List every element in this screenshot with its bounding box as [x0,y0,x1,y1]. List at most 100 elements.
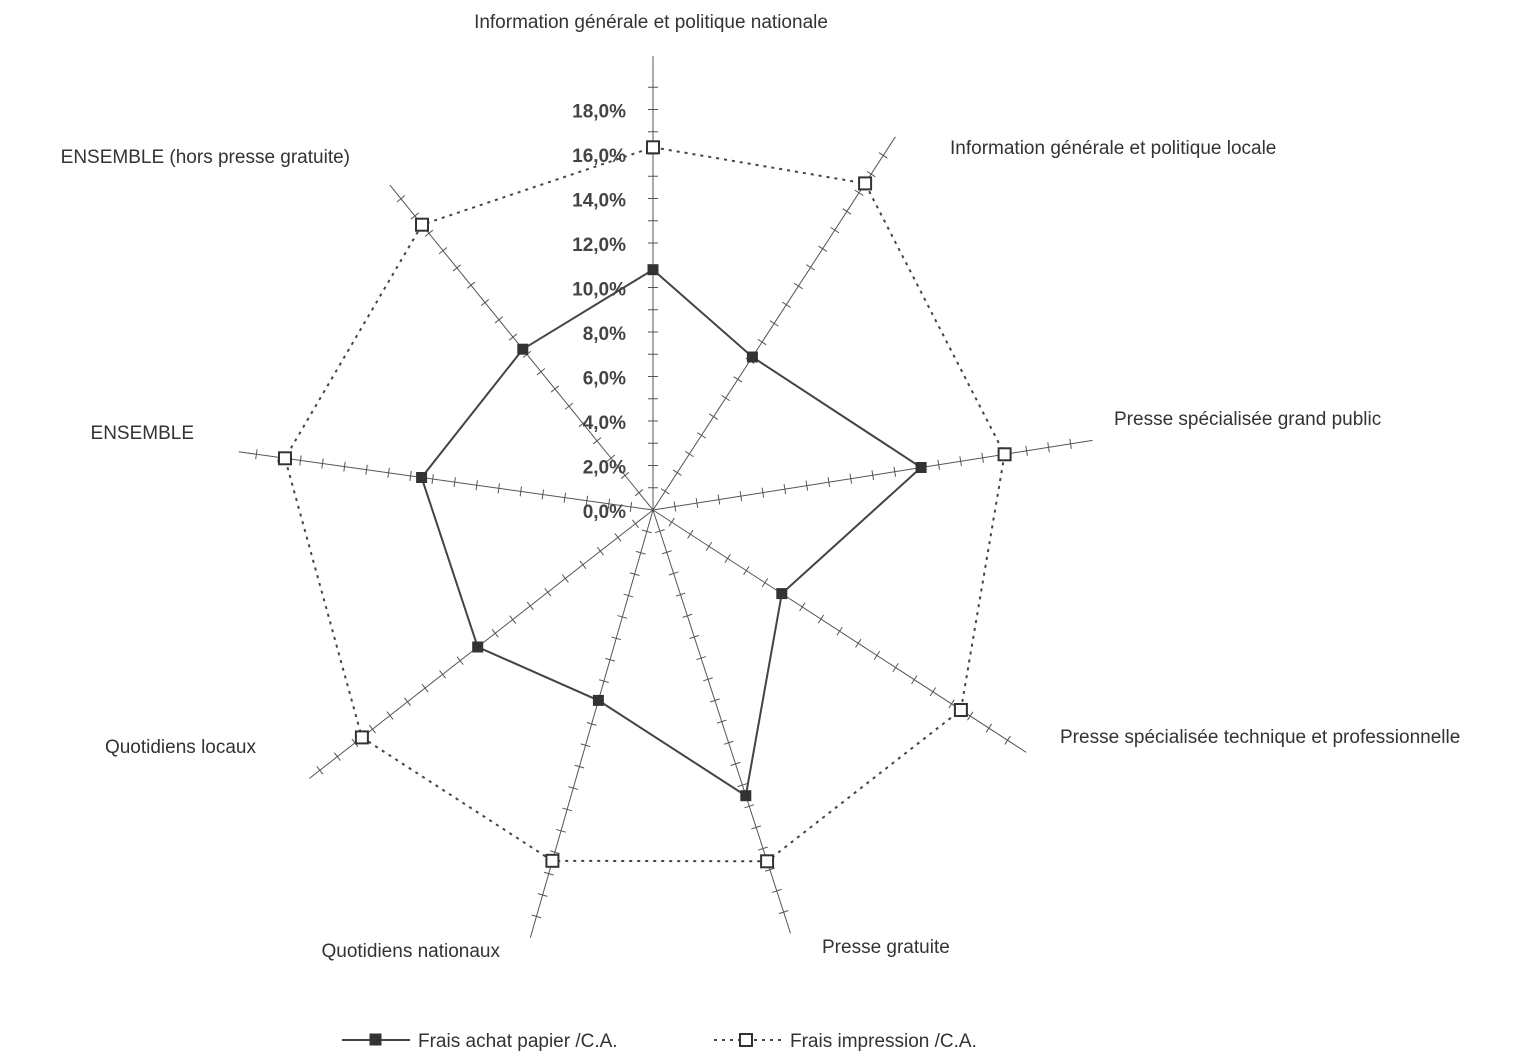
axis-tick [537,893,548,897]
axis-label-7: ENSEMBLE [91,423,194,444]
axis-tick [697,432,706,439]
axis-tick [634,489,644,497]
axis-tick [778,910,789,915]
axis-tick [607,498,611,509]
axis-tick [1047,442,1050,453]
tick-label: 12,0% [572,235,626,256]
axis-tick [623,593,634,598]
axis-tick [866,170,876,178]
axis-tick [255,449,258,460]
data-point-s1-1 [858,176,873,191]
axis-tick [586,722,597,726]
axis-tick [564,402,574,410]
axis-tick [806,264,816,271]
axis-tick [544,587,552,597]
axis-tick [817,614,825,624]
axis-tick [343,461,346,472]
tick-label: 14,0% [572,191,626,212]
tick-label: 8,0% [583,324,626,345]
axis-tick [563,492,567,503]
axis-tick [783,484,787,495]
axis-tick [629,501,633,512]
data-point-s1-3 [953,703,968,717]
axis-tick [689,634,700,639]
series-line-0 [420,268,923,798]
axis-tick [562,807,573,812]
tick-label: 6,0% [583,369,626,390]
axis-tick [682,613,693,618]
tick-label: 0,0% [583,502,626,523]
axis-tick [937,459,940,470]
axis-tick [873,650,881,660]
axis-tick [764,867,775,872]
axis-tick [985,723,993,733]
axis-label-6: Quotidiens locaux [105,737,257,758]
axis-tick [871,470,875,481]
axis-tick [1004,735,1011,745]
axis-label-1: Information générale et politique locale [950,138,1276,159]
axis-tick [761,578,769,588]
axis-labels-layer: Information générale et politique nation… [61,12,1461,962]
axis-tick [672,469,682,476]
axis-tick [849,473,853,484]
axis-tick [596,546,604,556]
axis-tick [757,338,767,346]
axis-tick [365,464,368,475]
axis-tick [827,477,831,488]
axis-tick [549,850,560,855]
axis-tick [452,264,462,272]
axis-tick [654,529,665,534]
tick-label: 18,0% [572,102,626,123]
axis-tick [717,494,721,505]
axis-tick [684,450,694,458]
axis-tick [709,413,719,420]
axis-label-5: Quotidiens nationaux [321,941,500,962]
data-point-s0-4 [740,790,752,802]
axis-tick [629,572,640,577]
axis-tick [687,529,694,539]
axis-tick [781,301,791,308]
axis-tick [673,501,677,512]
data-point-s0-5 [592,694,604,706]
axis-tick [611,636,622,641]
axis-tick [855,638,862,648]
axis-tick [818,245,828,252]
data-point-s1-7 [278,451,292,466]
axis-tick [617,615,628,619]
axis-tick [751,825,762,830]
axis-tick [793,282,803,290]
axis-tick [321,458,324,469]
series-layer [278,140,1012,869]
axis-tick [556,828,566,833]
data-point-s1-2 [997,447,1012,462]
axis-tick [579,560,587,570]
axis-tick [758,846,768,851]
axis-tick [733,376,743,383]
legend: Frais achat papier /C.A. Frais impressio… [342,1031,977,1052]
axis-tick [404,697,412,707]
axis-tick [453,477,456,488]
axis-tick [299,455,302,466]
axis-tick [660,488,670,495]
axis-tick [387,467,390,478]
axis-tick [620,471,630,479]
axis-tick [911,675,918,685]
axis-tick [509,615,517,624]
axis-tick [568,786,579,790]
axis-tick [705,541,713,551]
axis-tick [743,566,750,576]
axis-tick [543,871,554,876]
axis-tick [421,683,429,693]
axis-tick [598,679,609,683]
data-point-s0-3 [776,588,788,600]
axis-tick [614,533,622,542]
axis-label-4: Presse gratuite [822,937,950,958]
data-point-s0-0 [647,264,659,276]
axis-tick [438,247,448,255]
series-line-1 [283,146,1006,863]
axis-tick [606,454,616,462]
axis-tick [1025,445,1028,456]
axis-tick [724,554,731,563]
data-point-s1-0 [646,140,660,155]
